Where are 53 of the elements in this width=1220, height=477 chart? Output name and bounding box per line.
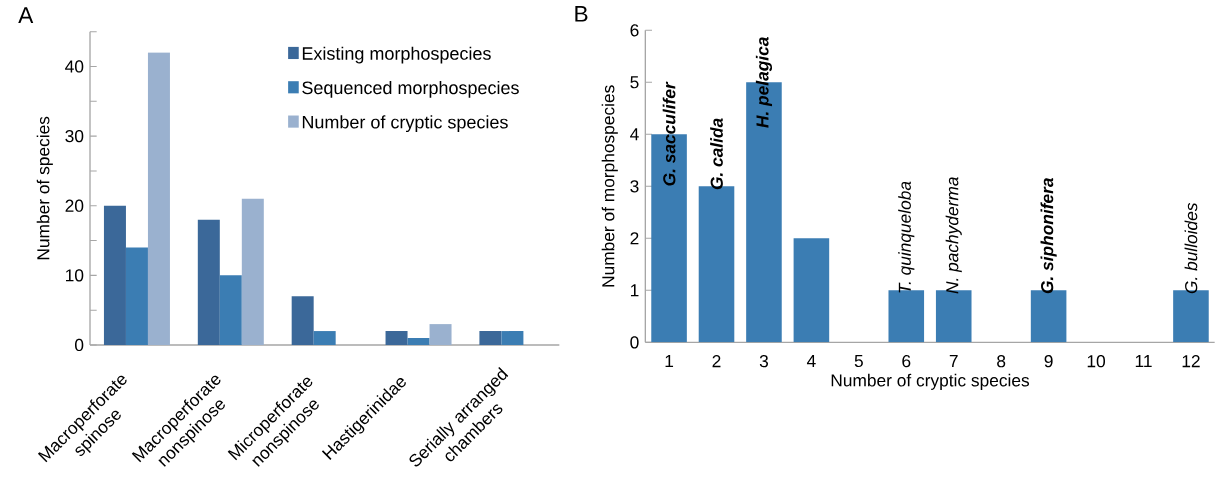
x-tick-label: 7 — [949, 355, 958, 367]
y-axis-title: Number of morphospecies — [601, 85, 618, 287]
bar — [291, 296, 314, 345]
x-tick-label: 2 — [712, 355, 721, 368]
bar — [501, 331, 524, 345]
y-tick-label: 3 — [630, 180, 639, 193]
y-tick-label: 30 — [65, 129, 84, 143]
x-tick-label: 6 — [902, 355, 911, 368]
bar — [793, 238, 830, 343]
x-tick-label: 8 — [997, 355, 1006, 368]
annotation: G. sacculifer — [662, 81, 676, 186]
bar — [219, 275, 242, 345]
bar — [197, 219, 220, 345]
x-tick-label: 12 — [1182, 355, 1200, 368]
x-tick-label: 1 — [665, 355, 674, 367]
x-tick-label: 5 — [854, 355, 863, 368]
y-tick-label: 0 — [75, 338, 84, 352]
chart-title: A — [18, 7, 34, 23]
y-tick-label: 6 — [630, 24, 639, 37]
annotation: H. pelagica — [755, 37, 773, 128]
bar — [313, 331, 336, 345]
chart-title: B — [575, 6, 588, 22]
y-tick-label: 1 — [630, 284, 639, 297]
bar — [103, 205, 126, 345]
bar — [241, 198, 264, 345]
x-tick-label: 4 — [806, 355, 816, 367]
bar — [429, 324, 452, 345]
bar — [407, 338, 430, 345]
bar — [479, 331, 502, 345]
y-tick-label: 5 — [630, 76, 639, 89]
bar — [147, 52, 170, 345]
annotation: G. siphonifera — [1040, 178, 1057, 294]
x-tick-label: 3 — [759, 355, 769, 368]
legend-label: Existing morphospecies — [302, 46, 491, 64]
x-axis-title: Number of cryptic species — [831, 373, 1030, 390]
y-tick-label: 4 — [630, 128, 639, 141]
y-tick-label: 10 — [66, 269, 84, 282]
x-tick-label: 10 — [1087, 355, 1106, 368]
y-tick-label: 0 — [630, 336, 639, 349]
annotation: T. quinqueloba — [898, 181, 915, 293]
annotation: G. calida — [710, 118, 723, 190]
legend-label: Number of cryptic species — [302, 115, 508, 133]
x-tick-label: 11 — [1135, 355, 1152, 367]
y-tick-label: 40 — [65, 60, 84, 73]
legend-label: Sequenced morphospecies — [302, 80, 519, 98]
bar — [385, 331, 408, 345]
y-tick-label: 20 — [65, 199, 84, 212]
annotation: N. pachyderma — [945, 177, 962, 294]
y-axis-title: Number of species — [36, 116, 53, 260]
y-tick-label: 2 — [630, 232, 639, 245]
bar — [125, 247, 148, 345]
x-tick-label: 9 — [1044, 355, 1053, 368]
annotation: G. bulloides — [1184, 202, 1198, 294]
